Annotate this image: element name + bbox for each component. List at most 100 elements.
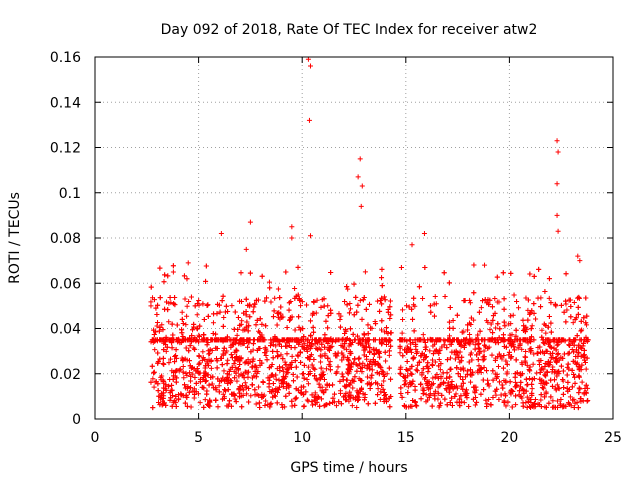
data-point bbox=[432, 396, 438, 402]
data-point bbox=[317, 376, 323, 382]
data-point bbox=[480, 298, 486, 304]
data-point bbox=[283, 269, 289, 275]
data-point bbox=[442, 396, 448, 402]
data-point bbox=[150, 376, 156, 382]
data-point bbox=[350, 331, 356, 337]
data-point bbox=[174, 322, 180, 328]
data-point bbox=[576, 367, 582, 373]
data-point bbox=[220, 323, 226, 329]
data-point bbox=[307, 318, 313, 324]
data-point bbox=[535, 295, 541, 301]
data-point bbox=[377, 298, 383, 304]
data-point bbox=[278, 352, 284, 358]
data-point bbox=[323, 318, 329, 324]
data-point bbox=[193, 380, 199, 386]
data-point bbox=[340, 343, 346, 349]
data-point bbox=[428, 309, 434, 315]
data-point bbox=[412, 399, 418, 405]
data-point bbox=[582, 385, 588, 391]
data-point bbox=[340, 336, 346, 342]
data-point bbox=[239, 404, 245, 410]
data-point bbox=[563, 271, 569, 277]
y-tick-label: 0.06 bbox=[50, 276, 81, 292]
data-point bbox=[404, 344, 410, 350]
data-point bbox=[311, 299, 317, 305]
data-point bbox=[303, 389, 309, 395]
data-point bbox=[172, 294, 178, 300]
data-point bbox=[246, 386, 252, 392]
data-point bbox=[270, 394, 276, 400]
data-point bbox=[355, 302, 361, 308]
data-point-outlier bbox=[357, 156, 363, 162]
data-point bbox=[542, 288, 548, 294]
data-point bbox=[578, 318, 584, 324]
data-point bbox=[531, 351, 537, 357]
data-point bbox=[237, 322, 243, 328]
data-point bbox=[465, 327, 471, 333]
data-point bbox=[571, 349, 577, 355]
data-point bbox=[464, 371, 470, 377]
data-point bbox=[326, 362, 332, 368]
data-point bbox=[546, 361, 552, 367]
data-point bbox=[522, 337, 528, 343]
data-point bbox=[529, 323, 535, 329]
data-point bbox=[567, 343, 573, 349]
data-point bbox=[442, 338, 448, 344]
data-point bbox=[298, 360, 304, 366]
data-point bbox=[538, 357, 544, 363]
data-point bbox=[213, 345, 219, 351]
data-point bbox=[350, 385, 356, 391]
data-point bbox=[250, 341, 256, 347]
data-point bbox=[583, 382, 589, 388]
data-point bbox=[383, 358, 389, 364]
data-point bbox=[151, 297, 157, 303]
data-point bbox=[572, 380, 578, 386]
data-point bbox=[583, 366, 589, 372]
data-point bbox=[234, 332, 240, 338]
data-point bbox=[351, 378, 357, 384]
data-point bbox=[239, 383, 245, 389]
data-point bbox=[388, 343, 394, 349]
data-point bbox=[359, 385, 365, 391]
data-point bbox=[296, 324, 302, 330]
data-point bbox=[160, 390, 166, 396]
data-point bbox=[369, 372, 375, 378]
data-point bbox=[186, 358, 192, 364]
data-point bbox=[476, 309, 482, 315]
data-point bbox=[521, 323, 527, 329]
data-point bbox=[410, 316, 416, 322]
data-point bbox=[468, 379, 474, 385]
data-point bbox=[318, 396, 324, 402]
data-point bbox=[515, 345, 521, 351]
data-point bbox=[431, 313, 437, 319]
data-point bbox=[470, 396, 476, 402]
data-point bbox=[151, 332, 157, 338]
data-point bbox=[509, 354, 515, 360]
data-point bbox=[553, 358, 559, 364]
data-point bbox=[373, 347, 379, 353]
y-tick-label: 0.12 bbox=[50, 141, 81, 157]
data-point bbox=[378, 365, 384, 371]
data-point bbox=[385, 309, 391, 315]
data-point bbox=[418, 396, 424, 402]
data-point bbox=[560, 376, 566, 382]
data-point bbox=[560, 355, 566, 361]
data-point bbox=[554, 373, 560, 379]
data-point bbox=[528, 400, 534, 406]
data-point bbox=[567, 297, 573, 303]
data-point bbox=[201, 317, 207, 323]
data-point bbox=[485, 381, 491, 387]
data-point bbox=[425, 385, 431, 391]
data-point-outlier bbox=[305, 56, 311, 62]
data-point bbox=[194, 312, 200, 318]
x-tick-label: 20 bbox=[500, 430, 518, 446]
data-point bbox=[247, 314, 253, 320]
data-point bbox=[338, 401, 344, 407]
data-point bbox=[399, 394, 405, 400]
data-point bbox=[371, 359, 377, 365]
data-point bbox=[205, 302, 211, 308]
data-point bbox=[543, 404, 549, 410]
data-point bbox=[285, 370, 291, 376]
data-point bbox=[183, 322, 189, 328]
data-point bbox=[528, 337, 534, 343]
